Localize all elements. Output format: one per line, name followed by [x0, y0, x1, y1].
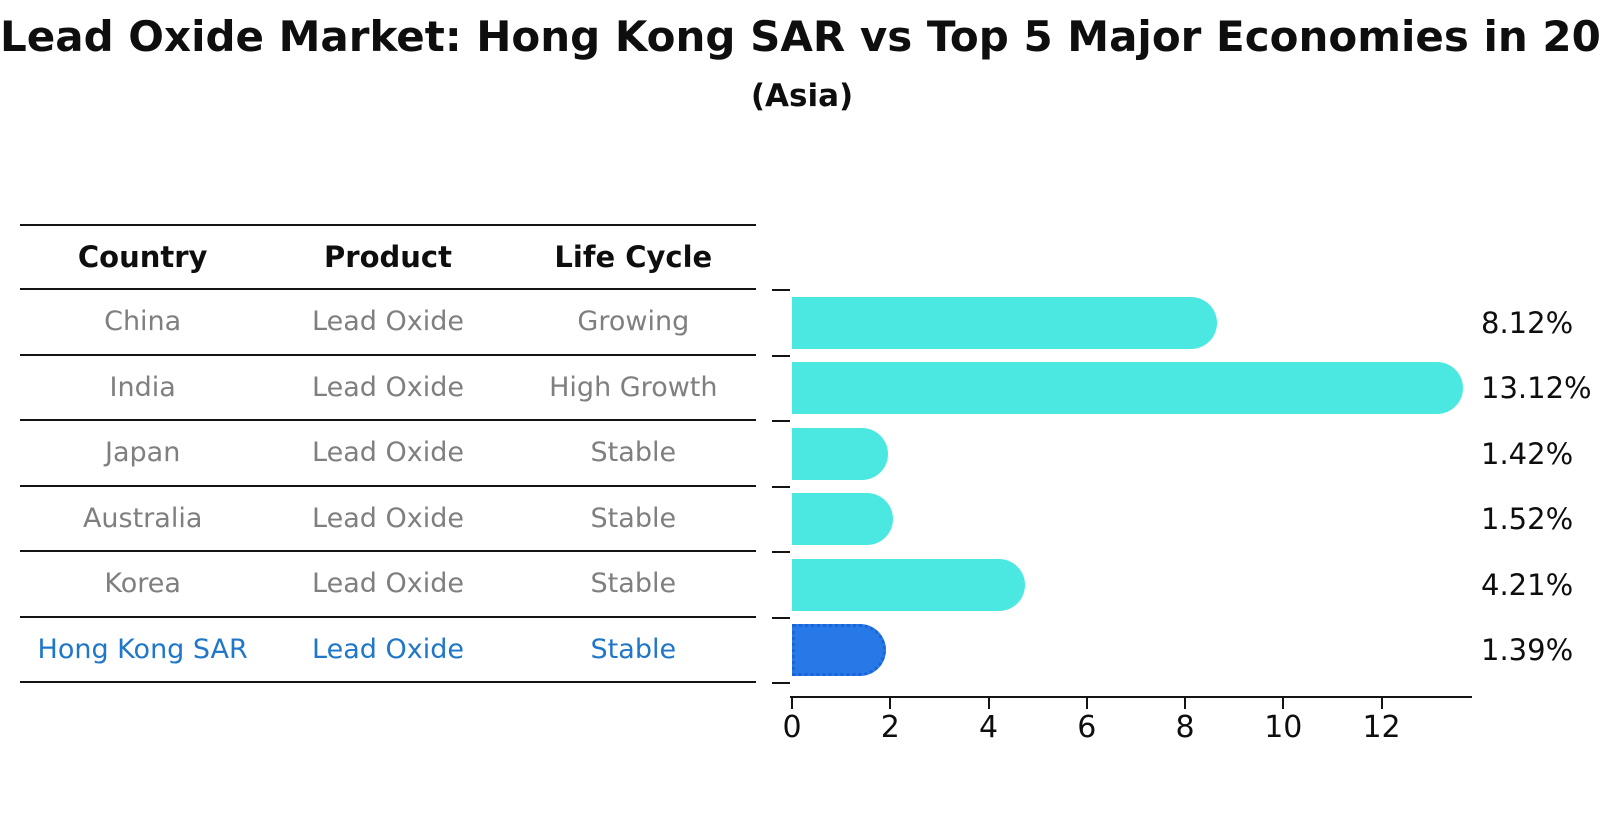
column-header-country: Country — [77, 240, 208, 274]
x-tick-label: 0 — [782, 710, 802, 745]
cell-country: Korea — [104, 568, 181, 600]
cell-country: China — [104, 306, 182, 338]
cell-product: Lead Oxide — [312, 633, 464, 665]
x-tick-label: 12 — [1362, 710, 1401, 745]
cell-life-cycle: High Growth — [549, 371, 718, 403]
y-tick — [772, 551, 790, 553]
column-header-product: Product — [324, 240, 452, 274]
table-row: Australia Lead Oxide Stable — [20, 487, 756, 552]
cell-life-cycle: Stable — [590, 502, 677, 534]
x-tick — [1085, 698, 1088, 709]
cell-country: Hong Kong SAR — [37, 633, 248, 665]
y-tick — [772, 616, 790, 619]
cell-product: Lead Oxide — [312, 568, 464, 600]
cell-life-cycle: Stable — [590, 633, 677, 665]
cell-life-cycle: Stable — [590, 437, 677, 469]
cell-life-cycle: Growing — [577, 306, 690, 338]
cell-country: India — [109, 371, 176, 403]
bar-hong-kong-sar — [792, 624, 887, 677]
y-tick — [772, 485, 790, 488]
y-tick — [772, 682, 790, 684]
x-tick — [1184, 698, 1187, 709]
table-row: Korea Lead Oxide Stable — [20, 552, 756, 618]
y-tick — [772, 420, 790, 422]
cell-country: Japan — [105, 437, 181, 469]
bar-australia — [792, 493, 893, 546]
value-label: 1.39% — [1481, 633, 1574, 668]
x-tick — [1282, 698, 1285, 709]
column-header-life-cycle: Life Cycle — [554, 240, 713, 274]
bar-korea — [792, 558, 1025, 611]
cell-product: Lead Oxide — [312, 437, 464, 469]
x-tick-label: 10 — [1264, 710, 1303, 745]
chart-title: Lead Oxide Market: Hong Kong SAR vs Top … — [0, 12, 1604, 61]
bar-india — [792, 362, 1463, 415]
x-axis — [790, 696, 1472, 698]
x-tick-label: 4 — [978, 710, 999, 745]
x-tick — [1380, 698, 1383, 709]
cell-product: Lead Oxide — [312, 502, 464, 534]
y-tick — [772, 354, 790, 357]
table-row: China Lead Oxide Growing — [20, 290, 756, 356]
cell-country: Australia — [82, 502, 203, 534]
y-tick — [772, 289, 790, 291]
bar-japan — [792, 427, 888, 480]
x-tick-label: 6 — [1077, 710, 1097, 745]
x-tick — [987, 698, 990, 709]
x-tick — [889, 698, 892, 709]
x-tick — [791, 698, 793, 709]
value-label: 1.42% — [1481, 436, 1574, 471]
value-label: 4.21% — [1481, 567, 1574, 602]
table-header: Country Product Life Cycle — [20, 224, 756, 290]
x-tick-label: 8 — [1175, 710, 1195, 745]
value-label: 1.52% — [1481, 502, 1574, 537]
cell-product: Lead Oxide — [312, 371, 464, 403]
value-label: 13.12% — [1481, 371, 1592, 406]
cell-product: Lead Oxide — [312, 306, 464, 338]
table-row: Japan Lead Oxide Stable — [20, 421, 756, 487]
bar-china — [792, 296, 1217, 349]
x-tick-label: 2 — [880, 710, 900, 745]
chart-subtitle: (Asia) — [750, 78, 854, 114]
value-label: 8.12% — [1481, 305, 1574, 340]
table-row: Hong Kong SAR Lead Oxide Stable — [20, 618, 756, 683]
table-row: India Lead Oxide High Growth — [20, 356, 756, 421]
cell-life-cycle: Stable — [590, 568, 677, 600]
